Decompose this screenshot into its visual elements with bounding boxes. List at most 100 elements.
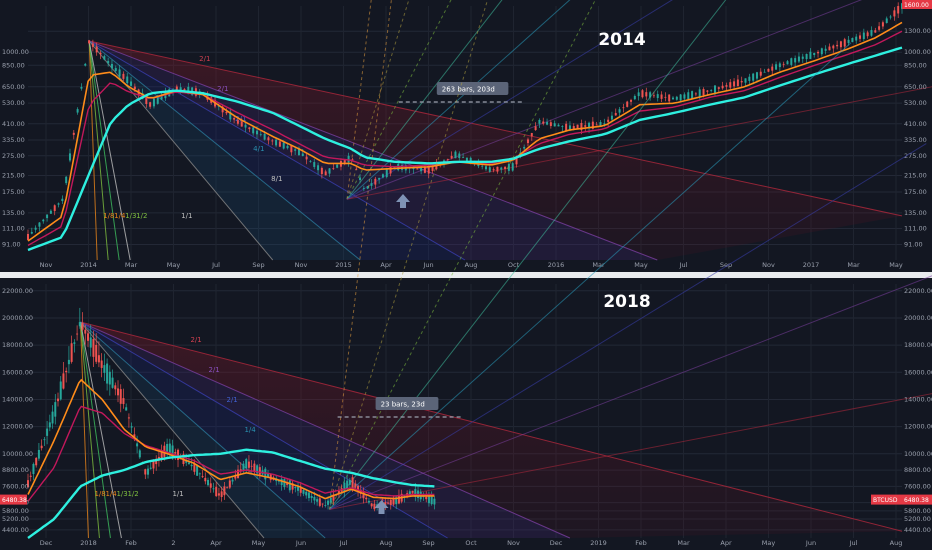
candle-body	[523, 146, 526, 149]
candle-body	[373, 503, 376, 510]
candle-body	[106, 363, 109, 384]
candle-body	[874, 30, 877, 33]
fan-line	[89, 40, 903, 217]
x-tick-label: Jul	[679, 261, 688, 269]
candle-body	[736, 79, 739, 87]
candle-body	[484, 166, 487, 170]
candle-body	[204, 477, 207, 482]
candle-body	[76, 109, 79, 113]
candle-body	[226, 487, 229, 489]
candle-body	[584, 125, 587, 127]
candle-body	[258, 467, 261, 475]
candle-body	[859, 35, 862, 39]
candle-body	[217, 105, 220, 107]
candle-body	[771, 66, 774, 71]
x-tick-label: Nov	[507, 539, 520, 547]
fan-line	[80, 321, 265, 539]
fan-line-up	[329, 143, 927, 510]
fan-ratio-label: 2/1	[199, 55, 210, 63]
candle-body	[46, 214, 49, 219]
candle-body	[649, 92, 652, 98]
candle-body	[264, 468, 267, 480]
fan-line-steep	[79, 322, 89, 539]
candle-body	[403, 495, 406, 498]
fan-ratio-label: 2/1	[226, 396, 237, 404]
candle-body	[839, 41, 842, 48]
y-tick-label-left: 650.00	[2, 83, 25, 91]
candle-body	[538, 119, 541, 124]
candle-body	[420, 167, 423, 172]
y-tick-label-right: 650.00	[904, 83, 927, 91]
candle-body	[309, 161, 312, 162]
candle-body	[288, 480, 291, 491]
y-tick-label-left: 335.00	[2, 136, 25, 144]
candle-body	[228, 480, 231, 488]
candle-body	[866, 32, 869, 37]
fan-line-up	[346, 0, 673, 200]
candle-body	[637, 92, 640, 97]
candle-body	[805, 53, 808, 60]
fan-line-up	[329, 42, 852, 510]
candle-body	[824, 48, 827, 51]
y-tick-label-right: 850.00	[904, 61, 927, 69]
candle-body	[65, 370, 68, 373]
x-tick-label: Aug	[465, 261, 478, 269]
candle-body	[618, 109, 621, 113]
candle-body	[193, 463, 196, 472]
candle-body	[458, 153, 461, 158]
candle-body	[725, 85, 728, 87]
x-tick-label: Jul	[339, 539, 348, 547]
candle-body	[65, 176, 68, 184]
candle-body	[271, 140, 274, 142]
fan-ratio-label: 2/1	[190, 336, 201, 344]
candle-body	[794, 58, 797, 63]
fan-line-up	[329, 275, 932, 510]
y-tick-label-left: 4400.00	[2, 526, 29, 534]
y-tick-label-right: 530.00	[904, 99, 927, 107]
candle-body	[212, 488, 215, 490]
candle-body	[836, 44, 839, 47]
candle-body	[48, 422, 51, 428]
candle-body	[348, 479, 351, 485]
candle-body	[656, 94, 659, 99]
fan-ratio-label: 2/1	[217, 85, 228, 93]
fan-ratio-label: 1/1	[181, 212, 192, 220]
y-tick-label-left: 18000.00	[2, 341, 33, 349]
candle-body	[89, 337, 92, 348]
candle-body	[733, 81, 736, 87]
candle-body	[37, 449, 40, 459]
candle-body	[408, 491, 411, 496]
fan-ratio-label: 1/1	[172, 490, 183, 498]
candle-body	[336, 164, 339, 168]
candle-body	[108, 371, 111, 385]
candle-body	[351, 477, 354, 488]
x-tick-label: Aug	[890, 539, 903, 547]
candle-body	[412, 168, 415, 169]
series-line-ema-slow	[27, 46, 903, 252]
candle-body	[355, 169, 358, 171]
candle-body	[843, 39, 846, 47]
candle-body	[84, 329, 87, 334]
candle-body	[367, 500, 370, 503]
up-arrow-icon	[396, 194, 411, 208]
x-tick-label: Nov	[40, 261, 53, 269]
fan-line-up	[329, 0, 489, 510]
y-tick-label-right: 215.00	[904, 172, 927, 180]
candle-body	[68, 153, 71, 161]
candle-body	[175, 86, 178, 90]
candle-body	[30, 232, 33, 234]
y-tick-label-right: 7600.00	[904, 482, 931, 490]
series-line-ema-slow	[27, 448, 435, 539]
candle-body	[72, 132, 75, 135]
candle-body	[187, 462, 190, 465]
candle-body	[225, 111, 228, 114]
x-tick-label: Jun	[295, 539, 306, 547]
candle-body	[278, 141, 281, 147]
candle-body	[387, 502, 390, 504]
candle-body	[286, 483, 289, 485]
candle-body	[59, 381, 62, 400]
x-tick-label: Oct	[465, 539, 477, 547]
candle-body	[786, 61, 789, 65]
candle-body	[255, 130, 258, 135]
